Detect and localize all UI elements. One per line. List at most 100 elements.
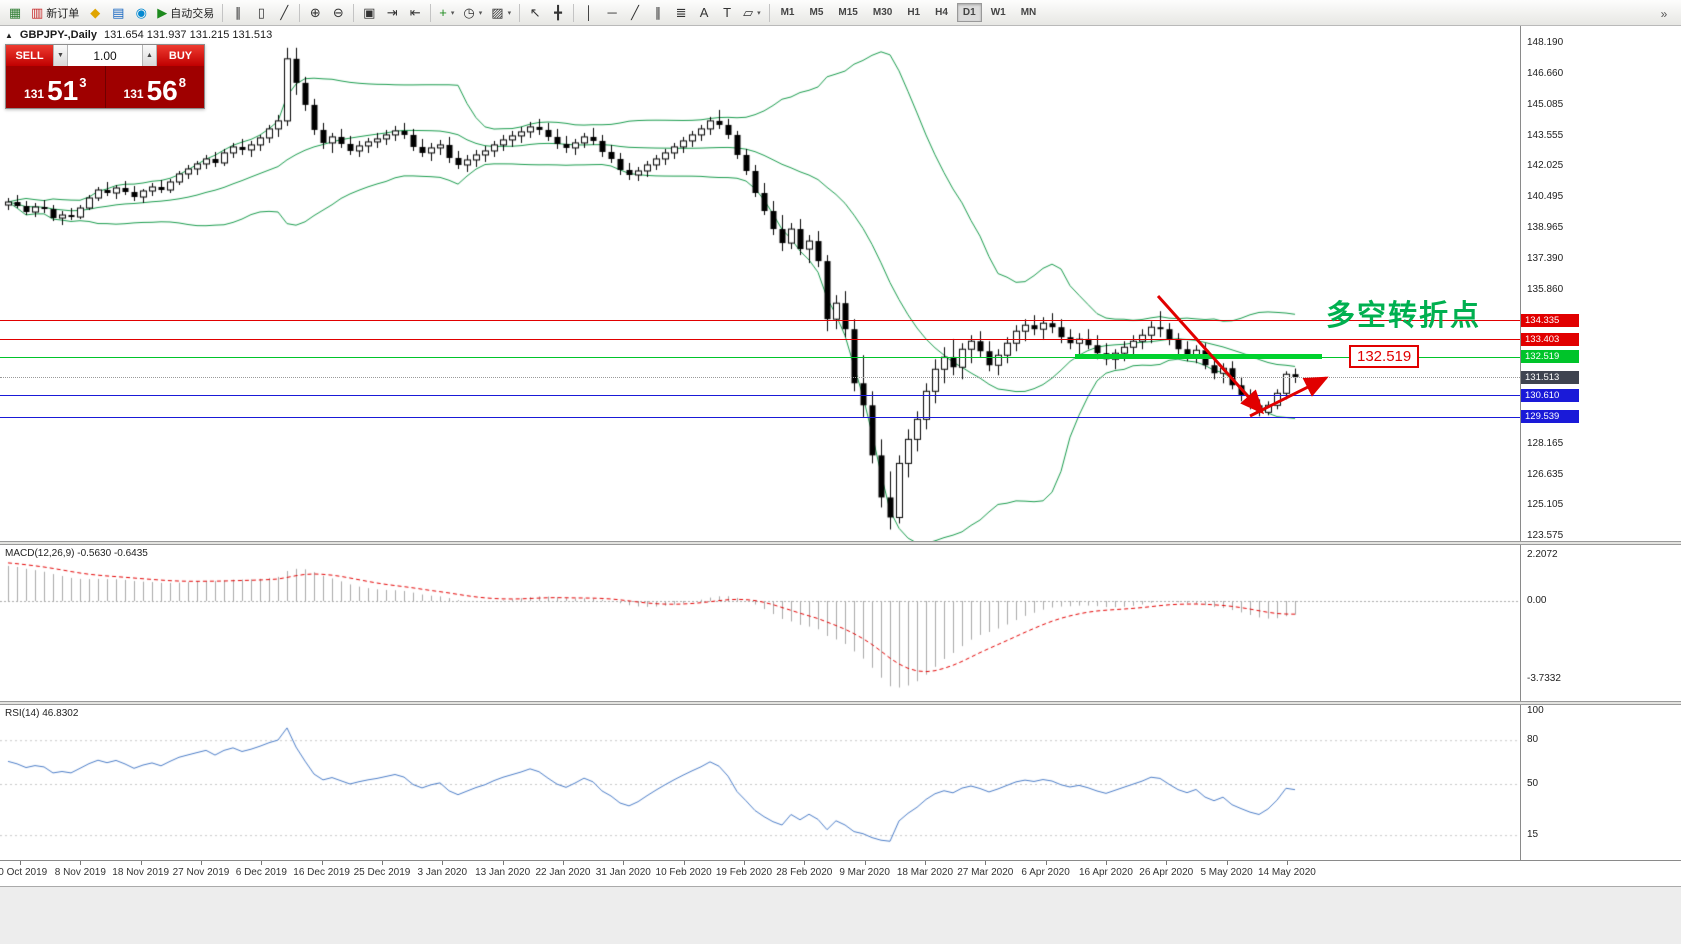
timeframe-m5-button[interactable]: M5 (809, 7, 824, 18)
price-axis-label: 138.965 (1527, 221, 1564, 233)
panel-separator[interactable] (0, 701, 1681, 705)
price-axis-label: 140.495 (1527, 191, 1564, 203)
vertical-line-button[interactable]: │ (578, 2, 600, 23)
zoom-in-button[interactable]: ⊕ (304, 2, 326, 23)
price-axis-label: 146.660 (1527, 67, 1564, 79)
pivot-zone-segment[interactable] (1075, 354, 1322, 359)
trendline-button[interactable]: ╱ (624, 2, 646, 23)
print-preview-icon: ▤ (112, 4, 125, 20)
new-chart-button[interactable]: ▦ (4, 2, 26, 23)
pivot-annotation-text[interactable]: 多空转折点 (1326, 300, 1482, 332)
zoom-out-button[interactable]: ⊖ (327, 2, 349, 23)
time-axis-tick (1105, 861, 1107, 865)
time-axis-tick (1045, 861, 1047, 865)
hline-pivot-132519[interactable] (0, 356, 1520, 358)
line-chart-mode-button[interactable]: ╱ (273, 2, 295, 23)
ohlc-values: 131.654 131.937 131.215 131.513 (103, 29, 273, 41)
collapse-trade-panel-icon[interactable]: ▲ (5, 30, 13, 40)
cursor-button[interactable]: ↖ (524, 2, 546, 23)
timeframe-m1-button[interactable]: M1 (780, 7, 795, 18)
timeframe-d1-button[interactable]: D1 (956, 3, 982, 22)
timeframe-m30-button[interactable]: M30 (872, 7, 893, 18)
timeframe-m15-button[interactable]: M15 (838, 7, 858, 18)
arrows-shapes-icon: ▱ (743, 4, 754, 20)
price-axis-label: 148.190 (1527, 37, 1564, 48)
trendline-icon: ╱ (631, 4, 639, 20)
horizontal-line-button[interactable]: ─ (601, 2, 623, 23)
crosshair-button[interactable]: ╋ (547, 2, 569, 23)
text-button[interactable]: A (693, 2, 715, 23)
buy-button[interactable]: BUY (157, 45, 204, 66)
timeframe-h1-button[interactable]: H1 (907, 7, 921, 18)
buy-price[interactable]: 131 56 8 (106, 66, 205, 108)
price-tag-132519: 132.519 (1521, 350, 1579, 364)
timeframe-h4-button[interactable]: H4 (935, 7, 948, 18)
timeframe-mn-button[interactable]: MN (1020, 7, 1037, 18)
toolbar-separator (573, 3, 575, 22)
panel-separator[interactable] (0, 541, 1681, 545)
bar-chart-mode-button[interactable]: ∥ (227, 2, 249, 23)
sell-button[interactable]: SELL (6, 45, 53, 66)
price-axis-label: 145.085 (1527, 99, 1564, 111)
timeframe-w1-button[interactable]: W1 (990, 7, 1006, 18)
time-axis-label: 5 May 2020 (1200, 867, 1253, 878)
time-axis-tick (743, 861, 745, 865)
bottom-strip (0, 886, 1681, 944)
one-click-trading-panel: SELL ▼ 1.00 ▲ BUY 131 51 3 131 56 8 (5, 44, 205, 109)
periods-button[interactable]: ◷ ▾ (459, 2, 486, 23)
price-divider (104, 66, 106, 108)
time-axis-tick (985, 861, 987, 865)
print-preview-button[interactable]: ▤ (107, 2, 129, 23)
community-icon: ◉ (135, 4, 147, 20)
templates-button[interactable]: ▨ ▾ (487, 2, 515, 23)
level-price-label[interactable]: 132.519 (1349, 345, 1420, 368)
indicators-button[interactable]: + ▾ (435, 2, 458, 23)
toolbar-separator (519, 3, 521, 22)
metaeditor-icon: ◆ (90, 4, 101, 20)
toolbar-separator (353, 3, 355, 22)
macd-indicator-canvas[interactable] (0, 545, 1520, 701)
equidistant-channel-button[interactable]: ∥ (647, 2, 669, 23)
price-axis-label: 135.860 (1527, 283, 1564, 295)
time-axis-label: 18 Mar 2020 (896, 867, 954, 878)
toolbar-separator (768, 3, 770, 22)
crosshair-icon: ╋ (554, 4, 562, 20)
horizontal-line-icon: ─ (607, 5, 617, 20)
hline-support-130610[interactable] (0, 395, 1520, 397)
price-axis-label: 143.555 (1527, 129, 1564, 141)
time-axis-label: 6 Apr 2020 (1021, 867, 1070, 878)
sell-price-big: 51 (47, 75, 79, 107)
hline-resistance-134335[interactable] (0, 320, 1520, 322)
text-label-button[interactable]: T (716, 2, 738, 23)
auto-trading-button[interactable]: ▶ 自动交易 (153, 2, 218, 23)
metaeditor-button[interactable]: ◆ (84, 2, 106, 23)
volume-decrease-button[interactable]: ▼ (53, 45, 68, 66)
sell-price[interactable]: 131 51 3 (6, 66, 105, 108)
tile-windows-button[interactable]: ▣ (358, 2, 380, 23)
time-axis-tick (804, 861, 806, 865)
time-axis-tick (321, 861, 323, 865)
auto-scroll-button[interactable]: ⇥ (381, 2, 403, 23)
auto-trading-label: 自动交易 (170, 7, 215, 20)
main-chart-canvas[interactable] (0, 26, 1520, 541)
fibonacci-button[interactable]: ≣ (670, 2, 692, 23)
hline-support-129539[interactable] (0, 416, 1520, 418)
time-axis-label: 14 May 2020 (1258, 867, 1316, 878)
time-axis-label: 19 Feb 2020 (715, 867, 773, 878)
hline-resistance-133403[interactable] (0, 339, 1520, 341)
arrows-shapes-button[interactable]: ▱ ▾ (739, 2, 765, 23)
candlestick-mode-button[interactable]: ▯ (250, 2, 272, 23)
line-chart-mode-icon: ╱ (280, 4, 289, 20)
time-axis-label: 16 Apr 2020 (1078, 867, 1133, 878)
volume-input[interactable]: 1.00 (68, 45, 142, 66)
chart-shift-button[interactable]: ⇤ (404, 2, 426, 23)
community-button[interactable]: ◉ (130, 2, 152, 23)
toolbar-overflow-button[interactable]: » (1660, 6, 1668, 21)
rsi-indicator-canvas[interactable] (0, 705, 1520, 860)
volume-increase-button[interactable]: ▲ (142, 45, 157, 66)
new-order-button[interactable]: ▥ 新订单 (27, 2, 83, 23)
current-price-line[interactable] (0, 377, 1520, 378)
macd-axis-label: 2.2072 (1527, 548, 1558, 560)
